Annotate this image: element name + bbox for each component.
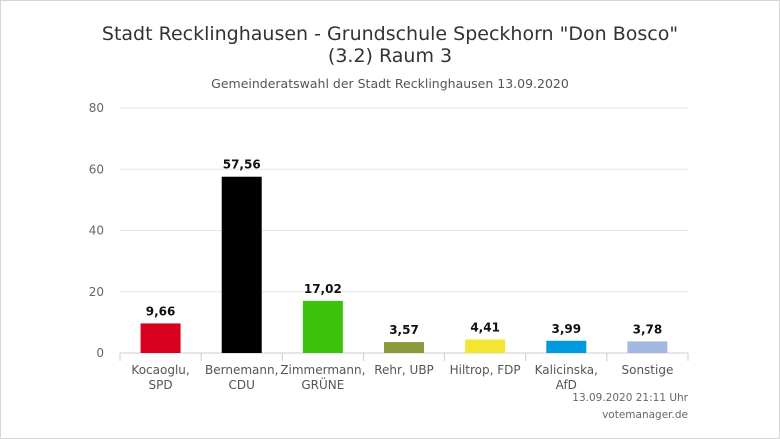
chart-title-line1: Stadt Recklinghausen - Grundschule Speck… (101, 23, 679, 45)
x-category-label: Kalicinska, (535, 363, 598, 377)
x-category-label: Sonstige (621, 363, 673, 377)
data-label: 9,66 (146, 304, 176, 318)
bar (627, 341, 668, 353)
bar (140, 323, 181, 353)
x-category-label: Rehr, UBP (374, 363, 434, 377)
y-tick-label: 80 (89, 101, 104, 115)
chart-subtitle: Gemeinderatswahl der Stadt Recklinghause… (211, 76, 569, 91)
x-category-label: Zimmermann, (280, 363, 365, 377)
footer-timestamp: 13.09.2020 21:11 Uhr (572, 392, 688, 404)
data-label: 3,78 (633, 322, 663, 336)
bar (465, 339, 506, 353)
x-category-label: Hiltrop, FDP (450, 363, 521, 377)
data-label: 3,99 (551, 322, 581, 336)
y-tick-label: 0 (96, 346, 104, 360)
data-label: 17,02 (304, 282, 342, 296)
x-category-label: AfD (556, 378, 577, 392)
bar (221, 176, 262, 353)
chart-title-line2: (3.2) Raum 3 (327, 45, 453, 67)
data-label: 4,41 (470, 320, 500, 334)
x-category-label: SPD (149, 378, 173, 392)
y-tick-label: 60 (89, 162, 104, 176)
bar (302, 300, 343, 353)
y-tick-label: 20 (89, 285, 104, 299)
x-category-label: Kocaoglu, (131, 363, 189, 377)
data-label: 3,57 (389, 323, 419, 337)
data-label: 57,56 (223, 158, 261, 172)
bar (384, 342, 424, 353)
x-category-label: GRÜNE (301, 376, 344, 392)
x-category-label: CDU (229, 378, 255, 392)
footer-credit: votemanager.de (602, 409, 688, 421)
bar (546, 340, 587, 353)
x-category-label: Bernemann, (205, 363, 278, 377)
y-tick-label: 40 (89, 224, 104, 238)
